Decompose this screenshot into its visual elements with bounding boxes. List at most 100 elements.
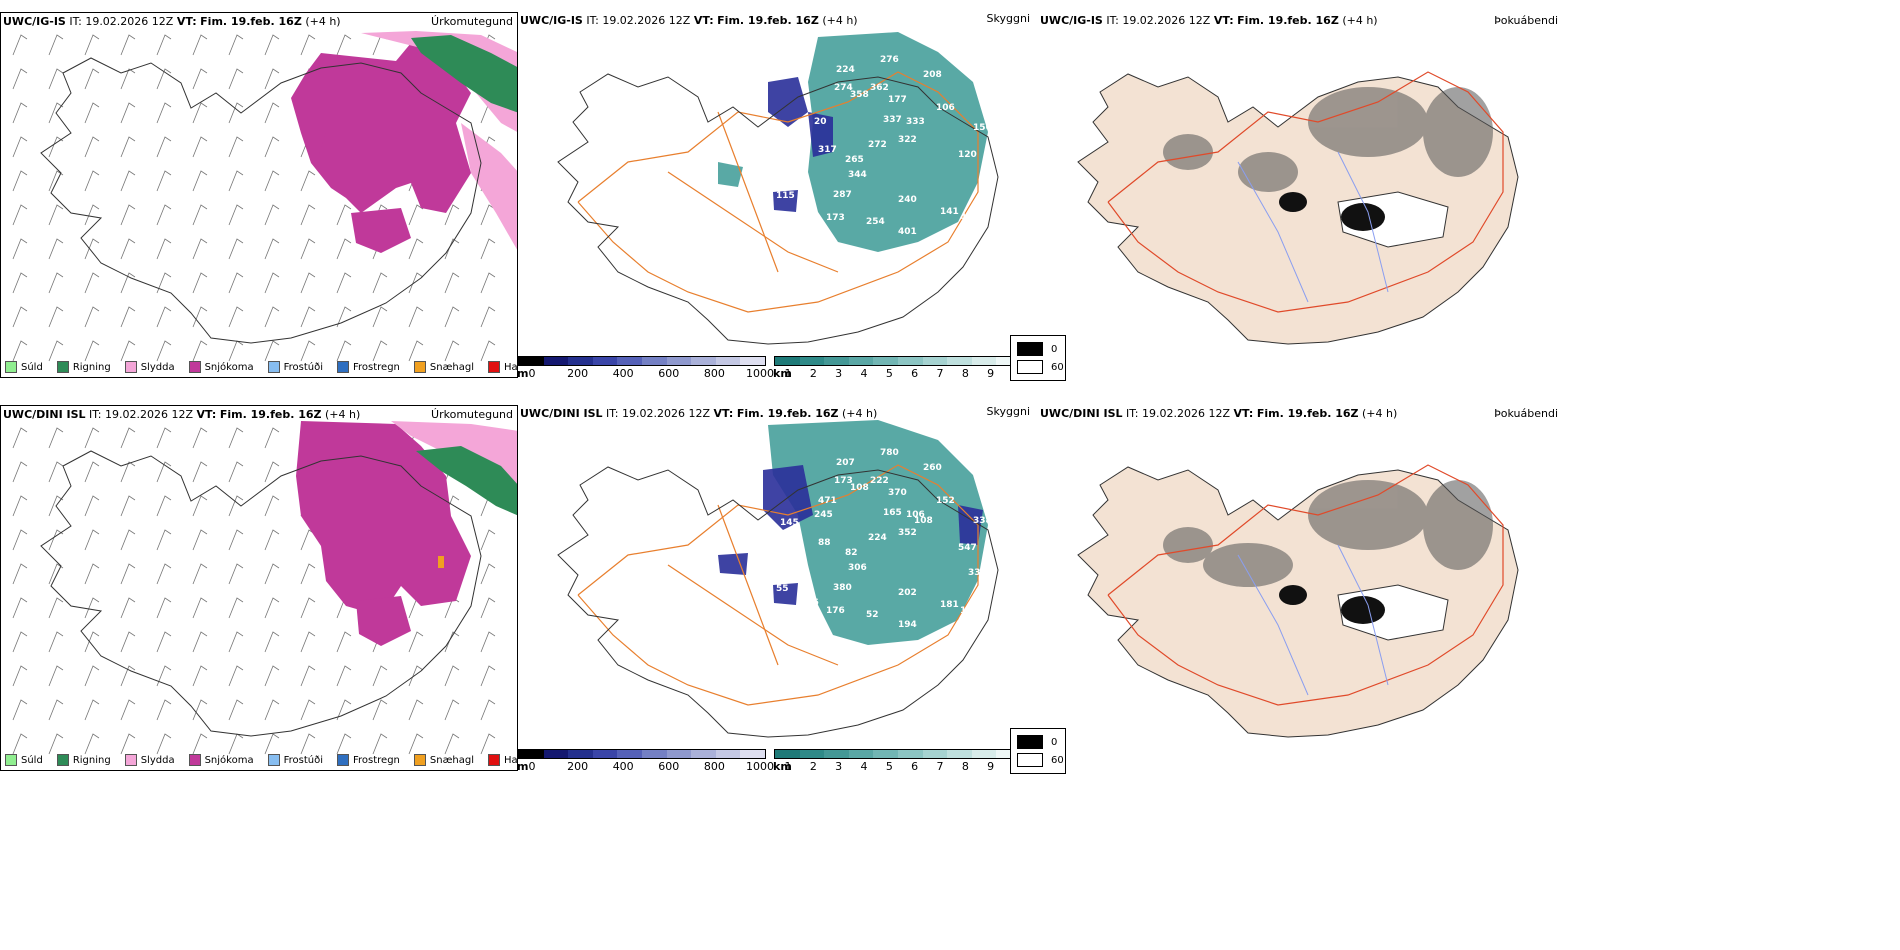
colorbar-cell: [824, 357, 849, 365]
colorbar-cell: [617, 750, 642, 758]
legend-label: Haglél: [504, 755, 518, 766]
colorbar-cell: [716, 750, 741, 758]
wind-barb: [229, 341, 243, 361]
cloud-map-bottom: 780207173108222260370152245 165 1063388882…: [518, 405, 1038, 745]
wind-barb: [193, 462, 207, 482]
wind-barb: [265, 205, 279, 225]
wind-barb: [301, 205, 315, 225]
colorbar-tick: 2: [810, 760, 817, 773]
colorbar-cell: [947, 357, 972, 365]
colorbar-cells: [774, 356, 1022, 366]
colorbar-ticks: 12345678910: [774, 366, 1022, 380]
wind-barb: [373, 734, 387, 754]
fog-legend-label: 0: [1051, 344, 1057, 355]
colorbar-cell: [947, 750, 972, 758]
legend-item: Frostúði: [268, 361, 323, 373]
legend-item: Haglél: [488, 361, 518, 373]
colorbar-cell: [923, 750, 948, 758]
lead-time: (+4 h): [1342, 14, 1377, 27]
wind-barb: [157, 496, 171, 516]
wind-barb: [85, 530, 99, 550]
wind-barb: [13, 205, 27, 225]
wind-barb: [229, 700, 243, 720]
legend-item: Rigning: [57, 361, 111, 373]
wind-barb: [193, 598, 207, 618]
wind-barb: [49, 341, 63, 361]
visibility-colorbar: 12345678910km: [774, 749, 1022, 773]
wind-barb: [481, 564, 495, 584]
cloud-base-value: 202: [898, 588, 917, 598]
cloud-base-value: 108: [914, 516, 933, 526]
colorbar-cell: [800, 750, 825, 758]
cloud-base-value: 176: [826, 606, 845, 616]
wind-barb: [481, 734, 495, 754]
colorbar-tick: 600: [658, 760, 679, 773]
wind-barb: [373, 700, 387, 720]
wind-barb: [337, 273, 351, 293]
wind-barb: [49, 428, 63, 448]
wind-barb: [121, 496, 135, 516]
cloud-base-value: 224: [868, 533, 887, 543]
cloud-base-value: 88: [818, 538, 831, 548]
colorbar-cell: [849, 357, 874, 365]
wind-barb: [193, 666, 207, 686]
wind-barb: [193, 137, 207, 157]
wind-barb: [85, 273, 99, 293]
fog-legend-label: 0: [1051, 737, 1057, 748]
wind-barb: [49, 632, 63, 652]
legend-item: Súld: [5, 361, 43, 373]
colorbar-tick: 600: [658, 367, 679, 380]
cloud-base-value: 33: [968, 568, 981, 578]
wind-barb: [85, 239, 99, 259]
wind-barb: [373, 307, 387, 327]
wind-barb: [265, 341, 279, 361]
colorbar-tick: 200: [567, 367, 588, 380]
colorbar-tick: 8: [962, 367, 969, 380]
legend-swatch: [414, 754, 426, 766]
colorbar-tick: 4: [861, 367, 868, 380]
colorbar-tick: 400: [613, 760, 634, 773]
cloud-base-value: 370: [888, 488, 907, 498]
cloud-base-value: 260: [923, 463, 942, 473]
wind-barb: [373, 273, 387, 293]
wind-barb: [193, 632, 207, 652]
wind-barb: [445, 632, 459, 652]
colorbar-cells: [774, 749, 1022, 759]
fog-legend-swatch: [1017, 360, 1043, 374]
legend-item: Súld: [5, 754, 43, 766]
cloud-base-value: 265: [845, 155, 864, 165]
legend-item: Rigning: [57, 754, 111, 766]
wind-barb: [157, 35, 171, 55]
wind-barb: [49, 307, 63, 327]
wind-barb: [85, 666, 99, 686]
wind-barb: [445, 734, 459, 754]
precip-legend: Súld Rigning Slydda Snjókoma Frostúði Frostre…: [5, 361, 518, 373]
cloud-base-value: 240: [898, 195, 917, 205]
fog-map-bottom: [1038, 405, 1562, 765]
wind-barb: [301, 734, 315, 754]
legend-item: Snjókoma: [189, 754, 254, 766]
wind-barb: [301, 341, 315, 361]
valid-time: Fim. 19.feb. 16Z: [737, 407, 839, 420]
colorbar-cell: [972, 750, 997, 758]
legend-swatch: [337, 361, 349, 373]
wind-barb: [85, 69, 99, 89]
colorbar-ticks: 0 200 400 600 800 1000: [518, 366, 766, 380]
valid-time: Fim. 19.feb. 16Z: [200, 15, 302, 28]
wind-barb: [373, 666, 387, 686]
wind-barb: [121, 530, 135, 550]
wind-barb: [157, 598, 171, 618]
colorbar-tick: 9: [987, 760, 994, 773]
valid-time: Fim. 19.feb. 16Z: [220, 408, 322, 421]
colorbar-cell: [716, 357, 741, 365]
legend-label: Snæhagl: [430, 362, 474, 373]
wind-barb: [481, 307, 495, 327]
cloud-base-value: 120: [958, 150, 977, 160]
legend-label: Rigning: [73, 755, 111, 766]
wind-barb: [445, 666, 459, 686]
panel-title: Úrkomutegund: [431, 15, 513, 28]
wind-barb: [193, 428, 207, 448]
wind-barb: [265, 734, 279, 754]
colorbar-tick: 800: [704, 367, 725, 380]
wind-barb: [481, 700, 495, 720]
